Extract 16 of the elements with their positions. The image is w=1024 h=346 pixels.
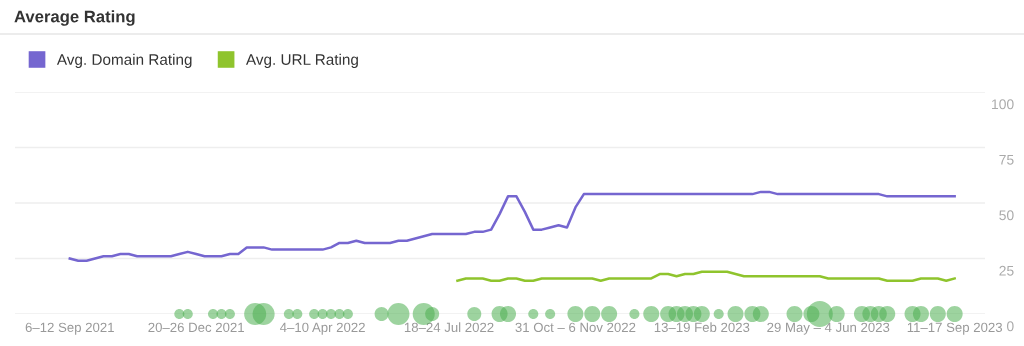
- legend-label: Avg. URL Rating: [245, 53, 358, 68]
- x-tick-label: 13–19 Feb 2023: [654, 322, 750, 333]
- x-tick-label: 4–10 Apr 2022: [279, 322, 365, 335]
- y-tick-label: 50: [999, 210, 1014, 221]
- x-tick-label: 29 May – 4 Jun 2023: [767, 322, 890, 335]
- x-tick-label: 20–26 Dec 2021: [148, 322, 244, 333]
- y-tick-label: 75: [999, 154, 1014, 165]
- y-tick-label: 100: [992, 99, 1014, 110]
- x-tick-label: 31 Oct – 6 Nov 2022: [515, 322, 636, 333]
- chart-title: Average Rating: [14, 10, 135, 26]
- legend-label: Avg. Domain Rating: [56, 53, 192, 68]
- x-tick-label: 11–17 Sep 2023: [907, 322, 1003, 335]
- y-tick-label: 0: [1006, 321, 1014, 332]
- y-tick-label: 25: [999, 265, 1014, 276]
- x-tick-label: 18–24 Jul 2022: [404, 322, 494, 333]
- x-tick-label: 6–12 Sep 2021: [25, 322, 114, 335]
